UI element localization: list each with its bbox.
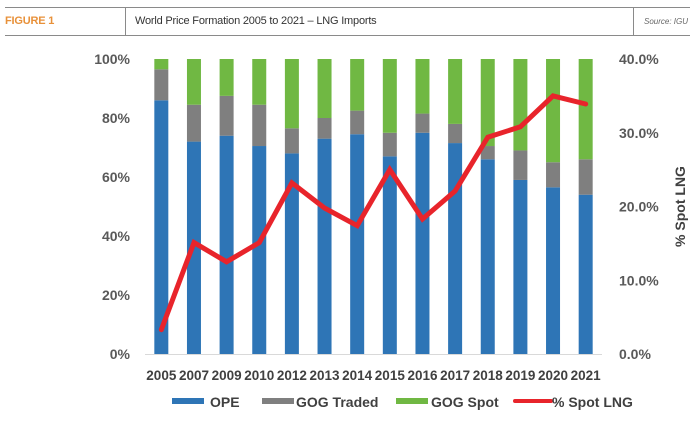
right-tick-label: 30.0% bbox=[619, 125, 659, 141]
bar-ope bbox=[480, 159, 495, 354]
bar-gog-traded bbox=[382, 132, 397, 157]
bar-gog-traded bbox=[480, 146, 495, 160]
left-tick-label: 40% bbox=[102, 228, 131, 244]
x-tick-label: 2018 bbox=[473, 368, 504, 383]
bar-gog-traded bbox=[186, 104, 201, 142]
left-tick-label: 100% bbox=[94, 51, 130, 67]
bar-gog-spot bbox=[382, 59, 397, 133]
bar-gog-spot bbox=[154, 59, 169, 70]
bar-gog-spot bbox=[284, 59, 299, 129]
right-tick-label: 10.0% bbox=[619, 272, 659, 288]
x-tick-label: 2007 bbox=[179, 368, 209, 383]
bar-gog-spot bbox=[448, 59, 463, 124]
x-tick-label: 2010 bbox=[244, 368, 274, 383]
x-tick-label: 2013 bbox=[310, 368, 341, 383]
x-tick-label: 2005 bbox=[146, 368, 177, 383]
source-note: Source: IGU bbox=[643, 17, 688, 26]
bar-ope bbox=[513, 179, 528, 354]
x-tick-label: 2021 bbox=[571, 368, 602, 383]
bar-gog-traded bbox=[284, 128, 299, 154]
bar-gog-traded bbox=[154, 69, 169, 101]
bar-ope bbox=[252, 146, 267, 354]
bars bbox=[154, 59, 593, 354]
figure-label: FIGURE 1 bbox=[5, 15, 55, 27]
bar-gog-traded bbox=[578, 159, 593, 195]
bar-ope bbox=[219, 135, 234, 354]
bar-gog-spot bbox=[252, 59, 267, 105]
legend-gog-spot-swatch bbox=[396, 398, 428, 404]
bar-ope bbox=[154, 100, 169, 354]
bar-gog-spot bbox=[578, 59, 593, 160]
bar-gog-spot bbox=[219, 59, 234, 96]
left-tick-label: 0% bbox=[110, 346, 131, 362]
bar-gog-spot bbox=[546, 59, 561, 163]
bar-gog-spot bbox=[415, 59, 430, 114]
right-tick-label: 0.0% bbox=[619, 346, 651, 362]
bar-ope bbox=[317, 138, 332, 354]
x-tick-label: 2015 bbox=[375, 368, 406, 383]
legend-gog-spot-label: GOG Spot bbox=[431, 394, 499, 410]
bar-gog-traded bbox=[448, 123, 463, 144]
x-axis: 2005 2007 2009 2010 2012 2013 2014 2015 2016 2017… bbox=[146, 368, 601, 383]
right-axis: 0.0% 10.0% 20.0% 30.0% 40.0% bbox=[619, 51, 659, 362]
left-axis: 0% 20% 40% 60% 80% 100% bbox=[94, 51, 130, 362]
bar-gog-spot bbox=[480, 59, 495, 147]
left-tick-label: 20% bbox=[102, 287, 131, 303]
x-tick-label: 2016 bbox=[407, 368, 438, 383]
bar-gog-spot bbox=[513, 59, 528, 151]
right-axis-label: % Spot LNG bbox=[672, 166, 688, 247]
left-tick-label: 80% bbox=[102, 110, 131, 126]
legend-ope-label: OPE bbox=[210, 394, 240, 410]
x-tick-label: 2014 bbox=[342, 368, 373, 383]
right-tick-label: 20.0% bbox=[619, 199, 659, 215]
bar-gog-traded bbox=[546, 162, 561, 188]
bar-ope bbox=[448, 143, 463, 354]
bar-gog-spot bbox=[317, 59, 332, 118]
figure-title: World Price Formation 2005 to 2021 – LNG… bbox=[135, 15, 377, 27]
bar-ope bbox=[382, 156, 397, 354]
line-spot-lng bbox=[158, 93, 589, 333]
bar-ope bbox=[578, 194, 593, 354]
right-tick-label: 40.0% bbox=[619, 51, 659, 67]
bar-gog-traded bbox=[350, 110, 365, 135]
legend-gog-traded-label: GOG Traded bbox=[296, 394, 378, 410]
bar-ope bbox=[284, 153, 299, 354]
spot-lng-line-layer bbox=[158, 93, 589, 333]
x-tick-label: 2017 bbox=[440, 368, 470, 383]
figure-header: FIGURE 1 World Price Formation 2005 to 2… bbox=[5, 7, 690, 36]
bar-gog-spot bbox=[350, 59, 365, 111]
bar-gog-traded bbox=[252, 104, 267, 147]
bar-gog-traded bbox=[219, 95, 234, 136]
x-tick-label: 2012 bbox=[277, 368, 307, 383]
bar-gog-traded bbox=[415, 113, 430, 133]
x-tick-label: 2019 bbox=[505, 368, 535, 383]
bar-gog-traded bbox=[317, 118, 332, 139]
legend-gog-traded-swatch bbox=[262, 398, 294, 404]
bar-gog-traded bbox=[513, 150, 528, 180]
bar-ope bbox=[415, 132, 430, 354]
header-divider bbox=[633, 8, 634, 35]
left-tick-label: 60% bbox=[102, 169, 131, 185]
header-divider bbox=[125, 8, 126, 35]
x-tick-label: 2020 bbox=[538, 368, 568, 383]
bar-ope bbox=[546, 187, 561, 354]
legend-spot-lng-label: % Spot LNG bbox=[552, 394, 633, 410]
bar-gog-spot bbox=[186, 59, 201, 105]
legend: OPE GOG Traded GOG Spot % Spot LNG bbox=[172, 394, 633, 410]
legend-ope-swatch bbox=[172, 398, 204, 404]
x-tick-label: 2009 bbox=[212, 368, 242, 383]
bar-ope bbox=[350, 134, 365, 354]
